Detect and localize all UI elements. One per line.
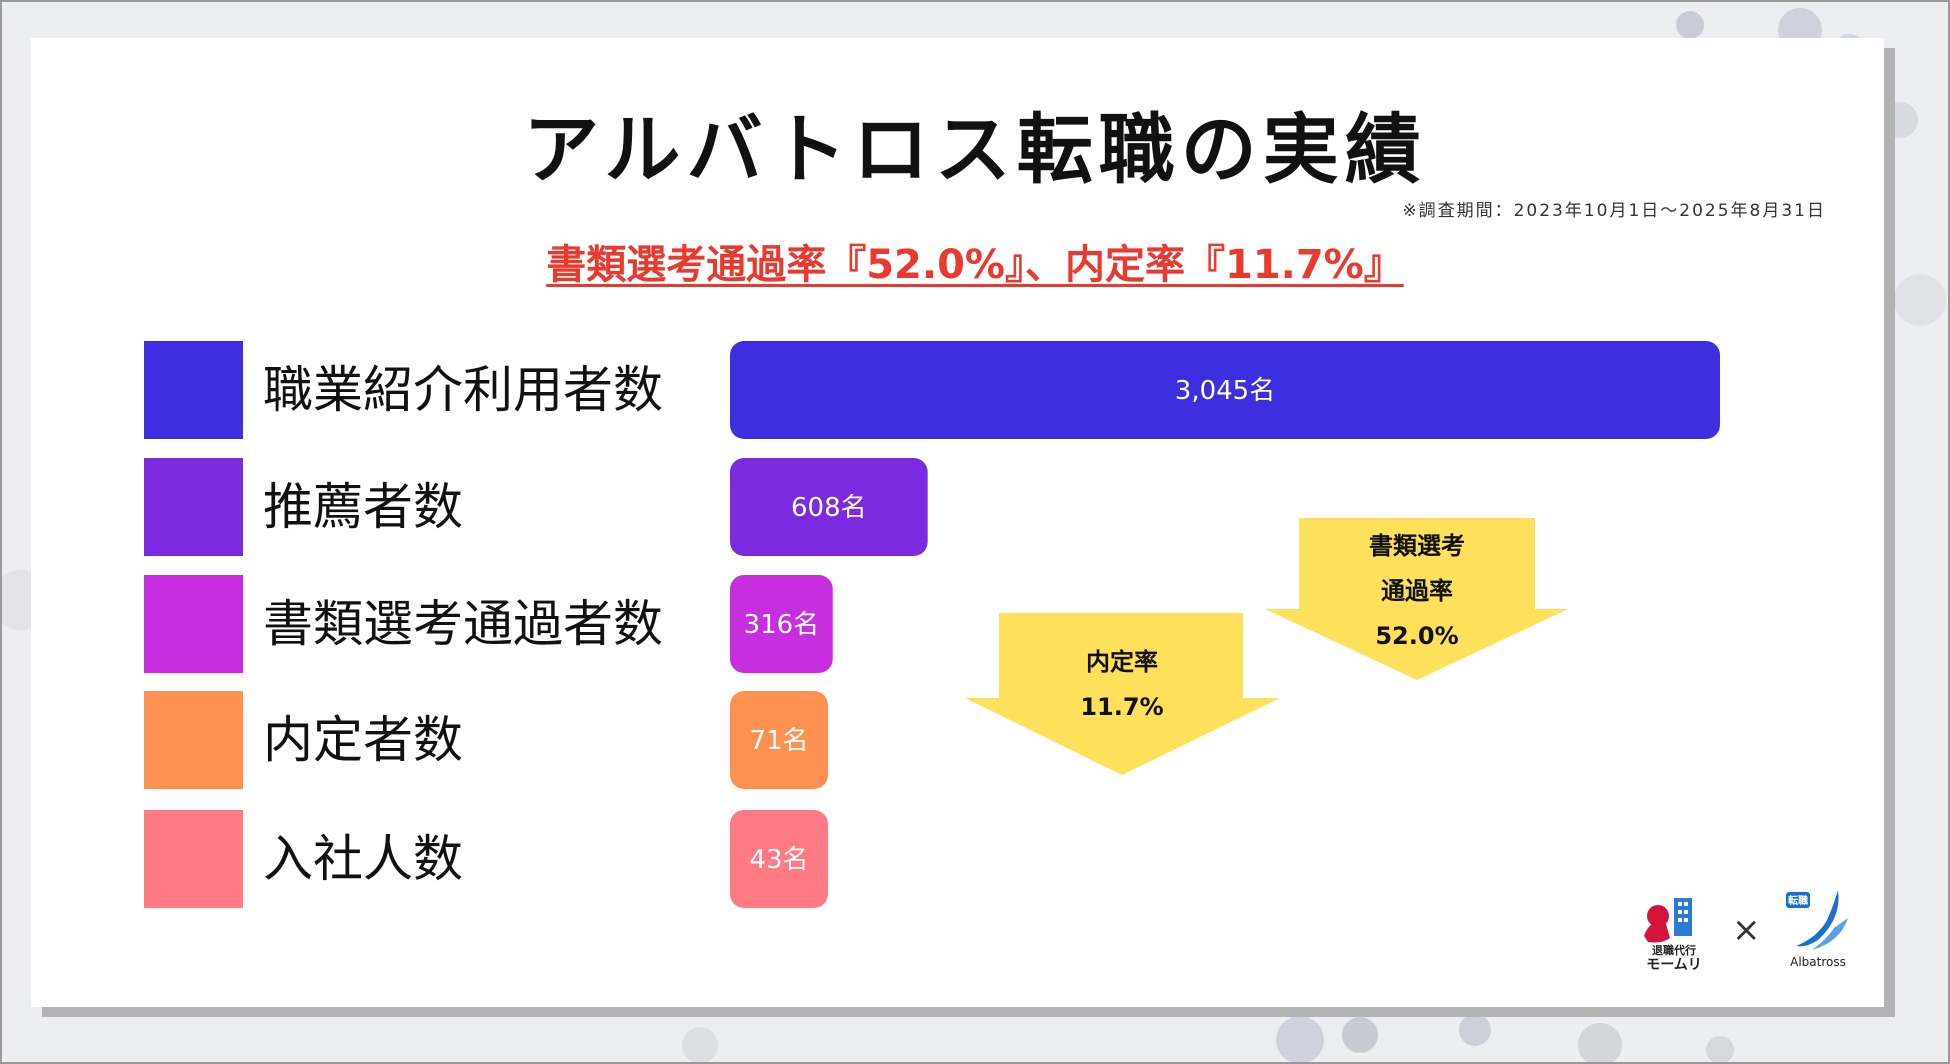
legend-item: 書類選考通過者数 bbox=[144, 575, 704, 673]
legend-swatch bbox=[144, 458, 243, 556]
legend-swatch bbox=[144, 691, 243, 789]
legend-swatch bbox=[144, 341, 243, 439]
legend-item: 職業紹介利用者数 bbox=[144, 341, 704, 439]
logo-separator: × bbox=[1732, 910, 1761, 950]
legend-item: 入社人数 bbox=[144, 810, 704, 908]
bar bbox=[730, 810, 828, 908]
annotation-document-pass-rate: 書類選考 通過率 52.0% bbox=[1265, 518, 1568, 680]
bar-value-label: 43名 bbox=[749, 845, 808, 875]
bar-value-label: 608名 bbox=[791, 493, 867, 523]
legend-label: 内定者数 bbox=[263, 711, 463, 769]
headline-rates-text: 書類選考通過率『52.0%』、内定率『11.7%』 bbox=[546, 242, 1404, 288]
annotation-offer-rate: 内定率 11.7% bbox=[965, 613, 1280, 775]
content-card bbox=[31, 38, 1884, 1007]
survey-period-note: ※調査期間：2023年10月1日～2025年8月31日 bbox=[1402, 201, 1826, 221]
annotation-value: 52.0% bbox=[1375, 622, 1458, 650]
legend-label: 職業紹介利用者数 bbox=[263, 361, 663, 419]
legend-item: 推薦者数 bbox=[144, 458, 704, 556]
momuri-logo-text: モームリ bbox=[1646, 957, 1702, 972]
annotation-line: 書類選考 bbox=[1369, 532, 1465, 560]
legend-swatch bbox=[144, 810, 243, 908]
annotation-value: 11.7% bbox=[1080, 693, 1163, 721]
momuri-logo: 退職代行 モームリ bbox=[1644, 898, 1702, 972]
bar-value-label: 3,045名 bbox=[1175, 376, 1275, 406]
annotation-arrow bbox=[965, 613, 1280, 775]
bar bbox=[730, 341, 1720, 439]
bar bbox=[730, 691, 828, 789]
albatross-logo-text: Albatross bbox=[1790, 955, 1846, 969]
bar bbox=[730, 458, 928, 556]
annotation-arrow bbox=[1265, 518, 1568, 680]
annotation-line: 内定率 bbox=[1086, 648, 1158, 676]
legend-label: 書類選考通過者数 bbox=[263, 595, 663, 653]
headline-rates: 書類選考通過率『52.0%』、内定率『11.7%』 bbox=[0, 232, 1950, 290]
bar bbox=[730, 575, 833, 673]
bars-layer: 3,045名 608名 316名 71名 43名 bbox=[730, 341, 1720, 908]
legend-label: 推薦者数 bbox=[263, 478, 463, 536]
page-title: アルバトロス転職の実績 bbox=[523, 105, 1427, 194]
albatross-logo: 転職 Albatross bbox=[1786, 890, 1848, 969]
albatross-logo-badge: 転職 bbox=[1788, 894, 1808, 907]
legend-swatch bbox=[144, 575, 243, 673]
legend-item: 内定者数 bbox=[144, 691, 704, 789]
bar-value-label: 316名 bbox=[744, 610, 820, 640]
legend-label: 入社人数 bbox=[263, 830, 463, 888]
annotation-line: 通過率 bbox=[1381, 577, 1453, 605]
bar-value-label: 71名 bbox=[749, 726, 808, 756]
momuri-logo-text: 退職代行 bbox=[1652, 943, 1696, 957]
